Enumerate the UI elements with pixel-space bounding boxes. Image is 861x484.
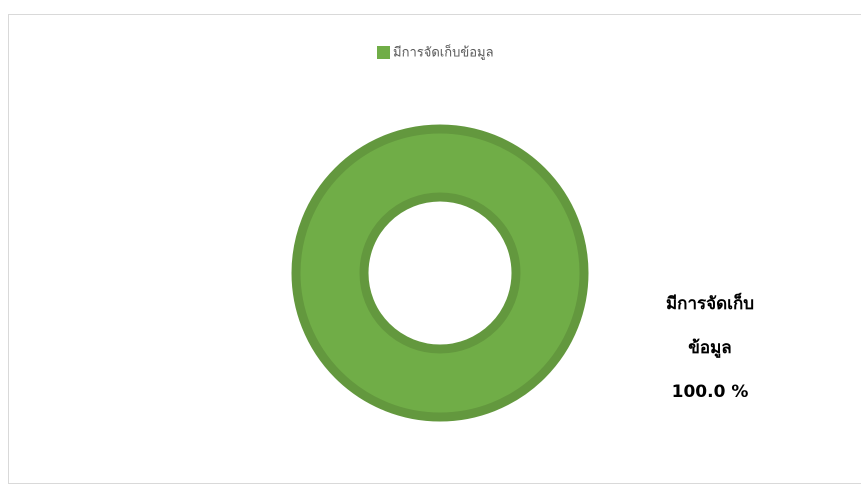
legend-swatch: [377, 46, 390, 59]
chart: มีการจัดเก็บข้อมูล: [291, 43, 589, 422]
page: {"chart_data":{"type":"pie","donut":true…: [8, 14, 861, 484]
data-label-value: 100.0 %: [671, 382, 749, 402]
donut-slice: [291, 124, 589, 422]
data-label: มีการจัดเก็บข้อมูล 100.0 %: [650, 282, 770, 414]
legend-label: มีการจัดเก็บข้อมูล: [393, 43, 494, 61]
data-label-category: มีการจัดเก็บข้อมูล: [665, 294, 755, 358]
